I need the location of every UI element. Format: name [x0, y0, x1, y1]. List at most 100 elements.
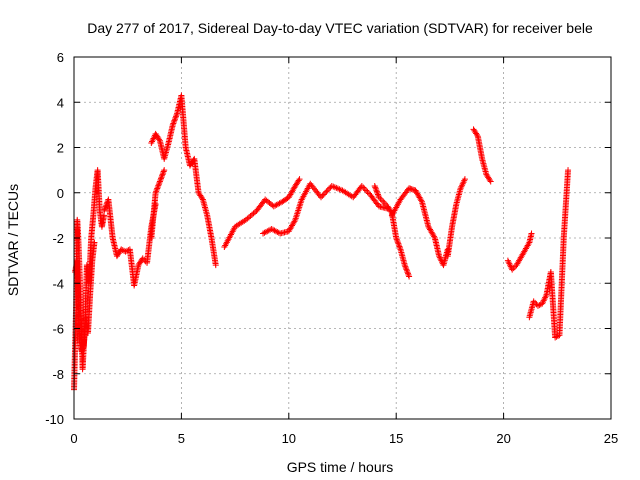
data-point — [173, 111, 180, 118]
series-sat_b — [72, 239, 98, 355]
series-sat_j — [444, 176, 468, 260]
data-point — [156, 136, 163, 143]
series-sat_f — [221, 176, 303, 251]
x-tick-label: 20 — [496, 431, 510, 446]
data-point — [169, 121, 176, 128]
data-point — [322, 190, 329, 197]
series-sat_d — [148, 92, 219, 269]
data-point — [396, 243, 403, 250]
data-point — [530, 298, 537, 305]
data-point — [401, 262, 408, 269]
data-point — [199, 195, 206, 202]
data-point — [171, 117, 178, 124]
data-point — [396, 244, 403, 251]
data-point — [393, 235, 400, 241]
data-point — [161, 167, 168, 174]
data-point — [371, 182, 378, 189]
data-point — [102, 205, 109, 212]
data-point — [291, 218, 298, 225]
data-point — [381, 200, 388, 207]
data-point — [326, 185, 333, 192]
data-point — [212, 262, 219, 269]
data-point — [404, 269, 411, 276]
y-axis-ticks: -10 -8 -6 -4 -2 0 2 4 6 — [45, 50, 611, 427]
data-point — [159, 171, 166, 178]
data-point — [373, 188, 380, 195]
data-point — [461, 176, 468, 183]
data-point — [158, 174, 165, 181]
data-point — [102, 203, 109, 210]
data-point — [154, 185, 161, 192]
data-point — [486, 177, 493, 184]
data-point — [172, 114, 179, 121]
data-point — [374, 191, 381, 198]
y-tick-label: 2 — [57, 141, 64, 156]
series-sat_l — [504, 230, 535, 273]
data-point — [170, 120, 177, 127]
data-point — [374, 190, 381, 197]
data-point — [565, 167, 572, 174]
data-point — [153, 188, 160, 195]
data-point — [394, 237, 401, 244]
x-axis-ticks: 0 5 10 15 20 25 — [70, 57, 618, 446]
data-point — [155, 182, 162, 189]
y-tick-label: -8 — [52, 367, 64, 382]
x-axis-label: GPS time / hours — [287, 459, 394, 475]
data-point — [160, 169, 167, 176]
data-point — [91, 239, 98, 246]
data-point — [406, 273, 413, 280]
data-point — [405, 270, 412, 277]
chart-title: Day 277 of 2017, Sidereal Day-to-day VTE… — [87, 20, 593, 36]
data-point — [101, 206, 108, 213]
data-point — [418, 197, 425, 204]
data-point — [296, 176, 303, 183]
y-tick-label: -4 — [52, 276, 64, 291]
x-tick-label: 15 — [389, 431, 403, 446]
data-point — [473, 131, 480, 138]
data-point — [152, 189, 159, 196]
data-point — [393, 236, 400, 243]
series-sat_m — [526, 167, 572, 341]
data-point — [155, 181, 162, 188]
data-point — [364, 188, 371, 195]
data-point — [431, 233, 438, 240]
x-tick-label: 10 — [282, 431, 296, 446]
data-point — [157, 177, 164, 184]
data-point — [319, 192, 326, 199]
data-point — [394, 239, 401, 246]
data-point — [171, 116, 178, 123]
data-point — [154, 184, 161, 191]
data-point — [159, 172, 166, 179]
data-point — [372, 185, 379, 192]
y-tick-label: -6 — [52, 322, 64, 337]
data-point — [372, 184, 379, 191]
data-point — [157, 175, 164, 182]
data-point — [395, 242, 402, 249]
data-point — [160, 168, 167, 175]
data-point — [405, 272, 412, 279]
data-point — [373, 187, 380, 194]
series-sat_c — [101, 196, 159, 289]
data-point — [156, 178, 163, 185]
x-tick-label: 25 — [604, 431, 618, 446]
series-sat_h — [371, 182, 413, 280]
y-tick-label: 4 — [57, 95, 64, 110]
data-point — [153, 186, 160, 193]
data-point — [403, 266, 410, 273]
x-tick-label: 5 — [178, 431, 185, 446]
data-point — [323, 188, 330, 195]
data-point — [318, 194, 325, 201]
data-points — [71, 92, 572, 393]
data-point — [380, 198, 387, 205]
y-axis-label: SDTVAR / TECUs — [5, 184, 21, 296]
series-sat_k — [470, 126, 494, 185]
data-point — [395, 240, 402, 247]
data-point — [101, 207, 108, 214]
data-point — [402, 264, 409, 271]
series-sat_g — [260, 180, 391, 237]
data-point — [324, 187, 331, 194]
data-point — [170, 119, 177, 126]
data-point — [173, 113, 180, 120]
y-tick-label: 0 — [57, 186, 64, 201]
data-point — [320, 191, 327, 198]
